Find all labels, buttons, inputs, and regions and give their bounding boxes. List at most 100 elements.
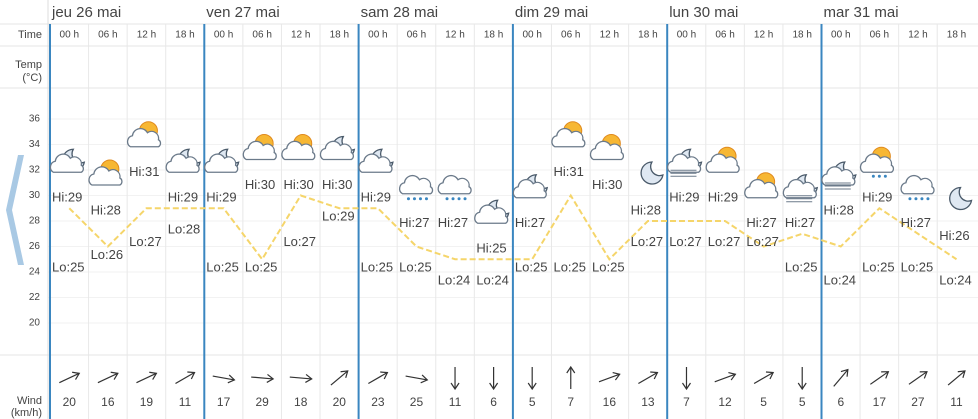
- time-label: 12 h: [754, 30, 773, 41]
- arrow-shaft: [405, 375, 428, 381]
- weather-icon: [667, 148, 703, 177]
- lo-label: Lo:25: [592, 260, 625, 275]
- weather-icon: [705, 146, 740, 173]
- time-label: 12 h: [600, 30, 619, 41]
- rain: [418, 197, 422, 201]
- time-label: 18 h: [638, 30, 657, 41]
- wind-arrow: [405, 374, 429, 384]
- wind-arrow: [368, 371, 389, 385]
- cloud: [744, 178, 779, 199]
- lo-label: Lo:24: [824, 272, 857, 287]
- day-label: jeu 26 mai: [51, 4, 121, 21]
- rain: [424, 197, 428, 201]
- wind-value: 19: [140, 395, 154, 409]
- wind-value: 18: [294, 395, 308, 409]
- arrow-head: [110, 371, 119, 380]
- wind-value: 12: [718, 395, 732, 409]
- cloud: [782, 178, 817, 199]
- lo-label: Lo:25: [245, 260, 278, 275]
- hi-label: Hi:29: [862, 190, 892, 205]
- row-label: Time: [18, 29, 42, 41]
- day-label: lun 30 mai: [669, 4, 738, 21]
- hi-label: Hi:29: [708, 190, 738, 205]
- arrow-head: [527, 382, 537, 391]
- weather-icon: [512, 174, 549, 199]
- cloud: [512, 178, 547, 199]
- cloud: [319, 140, 355, 161]
- row-label: (°C): [22, 72, 42, 84]
- wind-arrow: [833, 368, 849, 387]
- temp-line: [68, 193, 958, 262]
- time-label: 06 h: [561, 30, 580, 41]
- lo-label: Lo:27: [283, 234, 316, 249]
- arrow-shaft: [753, 371, 774, 385]
- time-label: 18 h: [330, 30, 349, 41]
- arrow-shaft: [947, 370, 966, 386]
- arrow-head: [149, 371, 158, 380]
- hi-label: Hi:29: [361, 190, 391, 205]
- day-label: sam 28 mai: [361, 4, 439, 21]
- arrow-shaft: [714, 373, 736, 383]
- cloud: [165, 153, 200, 173]
- weather-icon: [319, 135, 356, 161]
- time-label: 00 h: [60, 30, 79, 41]
- rain: [914, 197, 918, 201]
- lo-label: Lo:25: [515, 260, 548, 275]
- weather-icon: [165, 148, 201, 173]
- wind-value: 27: [911, 395, 925, 409]
- row-label: (km/h): [11, 407, 42, 419]
- rain: [406, 197, 410, 201]
- cloud: [900, 174, 935, 195]
- hi-label: Hi:29: [669, 190, 699, 205]
- lo-label: Lo:27: [746, 234, 779, 249]
- weather-icon: [640, 161, 664, 185]
- cloud: [589, 140, 625, 161]
- y-tick-label: 30: [29, 190, 41, 201]
- cloud: [398, 174, 434, 195]
- time-label: 00 h: [677, 30, 696, 41]
- lo-label: Lo:24: [939, 272, 972, 287]
- arrow-head: [728, 371, 737, 381]
- y-tick-label: 36: [29, 114, 41, 125]
- cloud: [49, 153, 84, 173]
- time-label: 06 h: [252, 30, 271, 41]
- arrow-head: [681, 382, 691, 391]
- arrow-shaft: [289, 376, 312, 380]
- moon: [949, 186, 973, 211]
- hi-label: Hi:30: [283, 177, 313, 192]
- wind-value: 20: [63, 395, 77, 409]
- wind-value: 16: [101, 395, 115, 409]
- arrow-head: [765, 371, 775, 380]
- arrow-head: [881, 371, 890, 379]
- weather-icon: [821, 161, 857, 190]
- y-tick-label: 26: [29, 241, 41, 252]
- arrow-shaft: [870, 371, 889, 385]
- time-label: 00 h: [214, 30, 233, 41]
- hi-label: Hi:27: [746, 215, 776, 230]
- arrow-head: [227, 374, 236, 384]
- rain: [871, 174, 875, 178]
- cloud: [705, 153, 740, 173]
- weather-icon: [281, 134, 316, 161]
- arrow-shaft: [368, 371, 388, 385]
- nav-arrow[interactable]: [6, 155, 24, 265]
- wind-value: 11: [449, 395, 462, 409]
- arrow-shaft: [59, 372, 80, 384]
- hi-label: Hi:27: [438, 215, 468, 230]
- cloud: [437, 174, 472, 195]
- arrow-head: [489, 382, 499, 391]
- lo-label: Lo:25: [52, 260, 85, 275]
- cloud: [88, 166, 123, 186]
- y-tick-label: 32: [29, 165, 41, 176]
- cloud: [358, 153, 393, 173]
- rain: [457, 197, 461, 201]
- wind-arrow: [212, 374, 236, 384]
- lo-label: Lo:25: [901, 260, 934, 275]
- wind-arrow: [870, 371, 890, 385]
- arrow-head: [566, 365, 576, 374]
- lo-label: Lo:25: [361, 260, 394, 275]
- time-label: 12 h: [137, 30, 156, 41]
- wind-value: 7: [567, 395, 574, 409]
- hi-label: Hi:29: [206, 190, 236, 205]
- arrow-shaft: [598, 373, 620, 383]
